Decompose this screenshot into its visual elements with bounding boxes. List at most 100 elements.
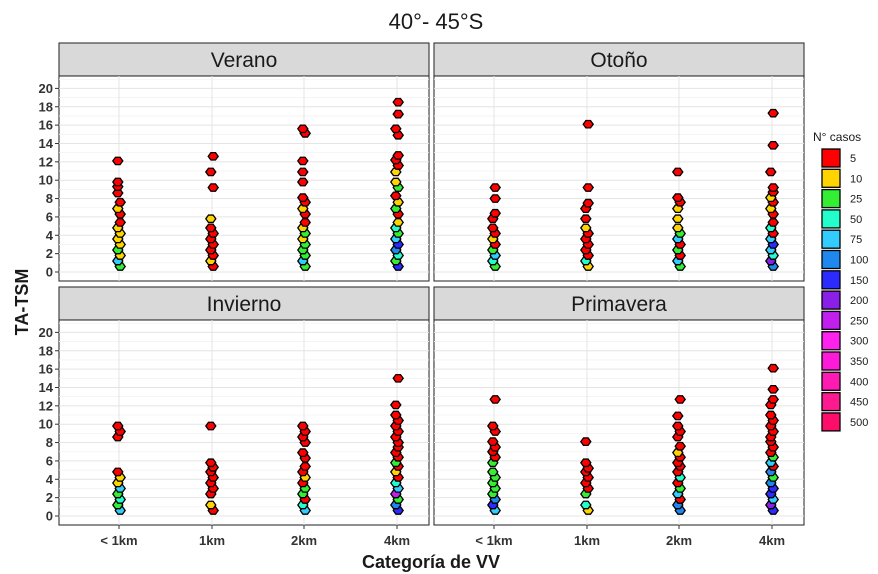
- x-tick-label: 1km: [574, 533, 600, 548]
- hexbin-point: [204, 458, 217, 468]
- hexbin-point: [486, 437, 499, 446]
- hexbin-point: [111, 177, 124, 187]
- hexbin-point: [674, 441, 687, 451]
- hexbin-point: [579, 214, 592, 224]
- hexbin-point: [296, 124, 309, 134]
- hexbin-point: [674, 395, 687, 404]
- hexbin-point: [582, 119, 595, 129]
- hexbin-point: [111, 156, 124, 166]
- y-tick-label: 12: [39, 154, 53, 169]
- strip-verano: [58, 42, 430, 77]
- legend-label: 100: [850, 255, 868, 267]
- y-tick-label: 10: [39, 173, 53, 188]
- hexbin-point: [579, 458, 592, 468]
- hexbin-point: [392, 151, 405, 160]
- hexbin-point: [296, 167, 309, 177]
- y-tick-label: 20: [39, 81, 53, 96]
- legend: N° casos 5 10 25 50 75 100 150 200 250 300 350 400 4…: [813, 130, 868, 432]
- y-tick-label: 12: [39, 398, 53, 413]
- hexbin-point: [764, 204, 777, 214]
- hexbin-point: [671, 411, 684, 421]
- strip-label-invierno: Invierno: [207, 293, 282, 316]
- points-primavera: [486, 363, 780, 515]
- x-axis-title: Categoría de VV: [362, 552, 500, 572]
- hexbin-point: [767, 183, 780, 192]
- hexbin-point: [671, 214, 684, 224]
- legend-swatch: [821, 270, 841, 290]
- y-axis-bottom-row: 0 2 4 6 8 10 12 14 16 18 20: [39, 325, 59, 524]
- hexbin-point: [489, 183, 502, 192]
- hexbin-point: [296, 204, 309, 214]
- y-tick-label: 0: [46, 265, 53, 280]
- legend-label: 75: [850, 234, 862, 246]
- hexbin-point: [389, 410, 402, 420]
- hexbin-point: [767, 108, 780, 118]
- points-otono: [486, 108, 780, 271]
- hexbin-point: [671, 223, 684, 233]
- hexbin-point: [389, 204, 402, 214]
- hexbin-point: [579, 437, 592, 446]
- legend-swatch: [821, 331, 841, 351]
- legend-swatch: [821, 391, 841, 412]
- y-tick-label: 2: [46, 246, 53, 261]
- hexbin-point: [579, 500, 592, 510]
- strip-invierno: [58, 286, 430, 321]
- hexbin-point: [767, 363, 780, 373]
- y-tick-label: 20: [39, 325, 53, 340]
- y-tick-label: 4: [46, 472, 54, 487]
- hexbin-point: [389, 167, 402, 177]
- y-tick-label: 2: [46, 490, 53, 505]
- x-axis-right-column: < 1km 1km 2km 4km: [475, 525, 785, 548]
- hexbin-point: [204, 167, 217, 177]
- hexbin-point: [489, 395, 502, 404]
- hexbin-point: [389, 191, 402, 201]
- hexbin-point: [392, 218, 405, 227]
- hexbin-point: [671, 167, 684, 177]
- hexbin-point: [299, 462, 312, 471]
- hexbin-point: [296, 193, 309, 202]
- legend-swatch: [821, 412, 841, 432]
- y-tick-label: 16: [39, 118, 53, 133]
- hexbin-point: [114, 197, 127, 207]
- hexbin-point: [582, 183, 595, 192]
- legend-swatch: [821, 249, 841, 270]
- hexbin-point: [671, 193, 684, 202]
- y-tick-label: 14: [39, 136, 54, 151]
- hexbin-point: [489, 208, 502, 218]
- points-invierno: [111, 373, 405, 515]
- hexbin-point: [671, 448, 684, 458]
- strip-label-verano: Verano: [211, 49, 278, 72]
- hexbin-point: [392, 97, 405, 107]
- legend-label: 500: [850, 417, 868, 429]
- legend-label: 50: [850, 214, 862, 226]
- legend-label: 5: [850, 153, 856, 165]
- y-tick-label: 6: [46, 453, 53, 468]
- legend-swatch: [821, 168, 841, 188]
- chart-title: 40°- 45°S: [389, 9, 484, 34]
- hexbin-point: [389, 124, 402, 134]
- hexbin-point: [296, 421, 309, 431]
- x-tick-label: 4km: [759, 533, 785, 548]
- legend-label: 150: [850, 275, 868, 287]
- panel-verano: Verano: [58, 42, 430, 282]
- x-tick-label: 4km: [384, 533, 410, 548]
- legend-label: 200: [850, 295, 868, 307]
- hexbin-point: [767, 218, 780, 227]
- hexbin-point: [392, 373, 405, 383]
- hexbin-point: [486, 421, 499, 431]
- panel-invierno: Invierno: [58, 286, 430, 526]
- legend-label: 450: [850, 397, 868, 409]
- x-tick-label: 1km: [199, 533, 225, 548]
- hexbin-point: [392, 109, 405, 119]
- hexbin-point: [296, 156, 309, 166]
- hexbin-point: [767, 140, 780, 150]
- hexbin-point: [767, 384, 780, 394]
- y-tick-label: 4: [46, 228, 54, 243]
- legend-swatch: [821, 351, 841, 371]
- legend-swatch: [821, 310, 841, 331]
- hexbin-point: [207, 183, 220, 192]
- legend-swatch: [821, 229, 841, 249]
- hexbin-point: [671, 421, 684, 431]
- y-tick-label: 8: [46, 435, 53, 450]
